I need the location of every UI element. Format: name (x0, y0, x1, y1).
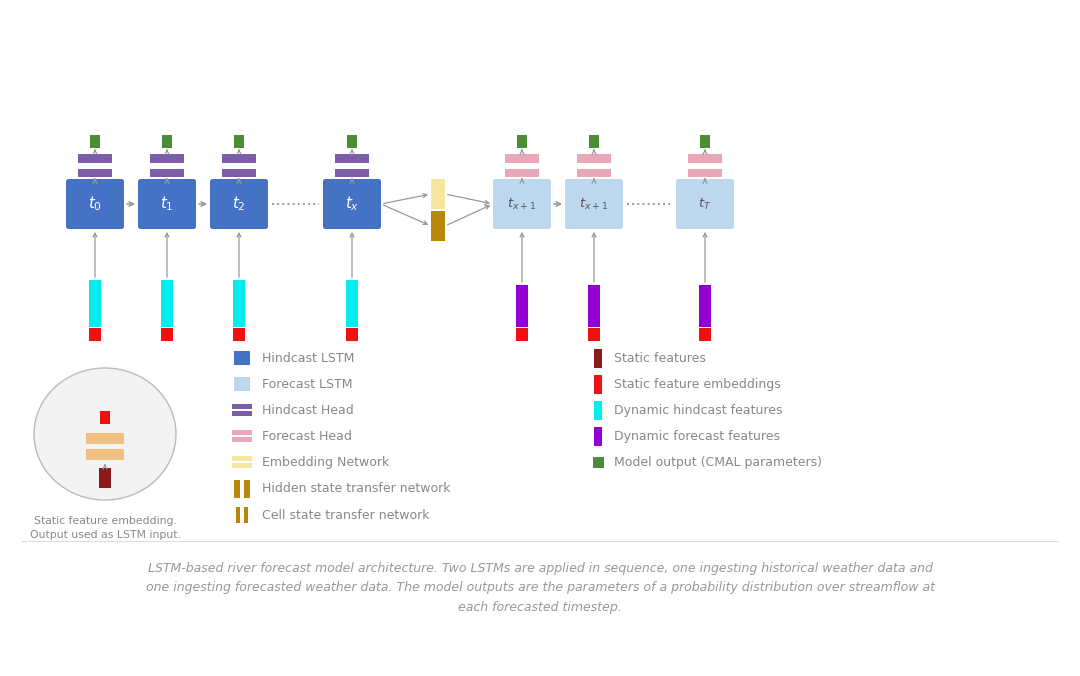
Bar (78, 168, 112, 177)
Text: Hindcast Head: Hindcast Head (262, 404, 354, 417)
Bar (590, 135, 598, 148)
Bar (688, 154, 723, 162)
Text: Forecast Head: Forecast Head (262, 430, 352, 443)
Bar (232, 404, 252, 409)
FancyBboxPatch shape (492, 179, 551, 229)
FancyBboxPatch shape (323, 179, 381, 229)
Bar (237, 507, 241, 523)
Text: Static feature embeddings: Static feature embeddings (615, 378, 781, 391)
Bar (232, 430, 252, 435)
FancyBboxPatch shape (66, 179, 124, 229)
FancyBboxPatch shape (565, 179, 623, 229)
Bar (232, 456, 252, 461)
Text: Hidden state transfer network: Hidden state transfer network (262, 483, 450, 496)
Bar (594, 375, 602, 393)
Text: Model output (CMAL parameters): Model output (CMAL parameters) (615, 456, 822, 469)
Bar (222, 168, 256, 177)
Text: Hindcast LSTM: Hindcast LSTM (262, 352, 354, 364)
Text: $t_T$: $t_T$ (699, 197, 712, 212)
Bar (244, 480, 251, 498)
Bar (232, 411, 252, 416)
Bar (577, 154, 611, 162)
Bar (437, 211, 445, 241)
Bar (505, 154, 539, 162)
Bar (347, 328, 357, 341)
Text: Dynamic forecast features: Dynamic forecast features (615, 430, 780, 443)
Bar (688, 168, 723, 177)
Text: $t_x$: $t_x$ (345, 195, 360, 214)
Bar (593, 457, 604, 468)
Text: $t_{x+1}$: $t_{x+1}$ (508, 197, 537, 212)
Bar (335, 168, 369, 177)
Text: $t_2$: $t_2$ (232, 195, 246, 214)
Bar (90, 328, 100, 341)
Bar (91, 135, 99, 148)
Bar (233, 328, 245, 341)
Bar (437, 179, 445, 209)
Bar (232, 464, 252, 468)
Bar (589, 285, 599, 327)
Text: LSTM-based river forecast model architecture. Two LSTMs are applied in sequence,: LSTM-based river forecast model architec… (146, 562, 934, 614)
FancyBboxPatch shape (676, 179, 734, 229)
Bar (589, 328, 599, 341)
Bar (347, 280, 357, 327)
Bar (161, 280, 173, 327)
Bar (505, 168, 539, 177)
Bar (348, 135, 356, 148)
Bar (234, 377, 249, 391)
Bar (150, 168, 184, 177)
Ellipse shape (33, 368, 176, 500)
Bar (594, 427, 602, 446)
Bar (234, 135, 244, 148)
Text: Forecast LSTM: Forecast LSTM (262, 378, 352, 391)
Bar (90, 280, 100, 327)
Text: Static features: Static features (615, 352, 706, 364)
Bar (594, 401, 602, 420)
Text: Static feature embedding.
Output used as LSTM input.: Static feature embedding. Output used as… (29, 516, 180, 540)
Text: Dynamic hindcast features: Dynamic hindcast features (615, 404, 783, 417)
Bar (700, 135, 710, 148)
Bar (100, 411, 110, 424)
FancyBboxPatch shape (138, 179, 195, 229)
Bar (234, 480, 240, 498)
Bar (699, 285, 711, 327)
Bar (162, 135, 172, 148)
Bar (99, 468, 111, 488)
Bar (516, 285, 528, 327)
Bar (431, 179, 438, 209)
Text: Embedding Network: Embedding Network (262, 456, 389, 469)
Text: Cell state transfer network: Cell state transfer network (262, 509, 430, 522)
Bar (244, 507, 248, 523)
Text: $t_0$: $t_0$ (87, 195, 102, 214)
Bar (517, 135, 527, 148)
Bar (150, 154, 184, 162)
Bar (78, 154, 112, 162)
Text: $t_1$: $t_1$ (160, 195, 174, 214)
FancyBboxPatch shape (210, 179, 268, 229)
Bar (161, 328, 173, 341)
Bar (234, 351, 249, 365)
Bar (335, 154, 369, 162)
Bar (594, 349, 602, 368)
Bar (699, 328, 711, 341)
Text: $t_{x+1}$: $t_{x+1}$ (580, 197, 608, 212)
Bar (431, 211, 438, 241)
Bar (233, 280, 245, 327)
Bar (516, 328, 528, 341)
Bar (232, 437, 252, 442)
Bar (577, 168, 611, 177)
Bar (222, 154, 256, 162)
Bar (86, 449, 124, 460)
Bar (86, 433, 124, 443)
